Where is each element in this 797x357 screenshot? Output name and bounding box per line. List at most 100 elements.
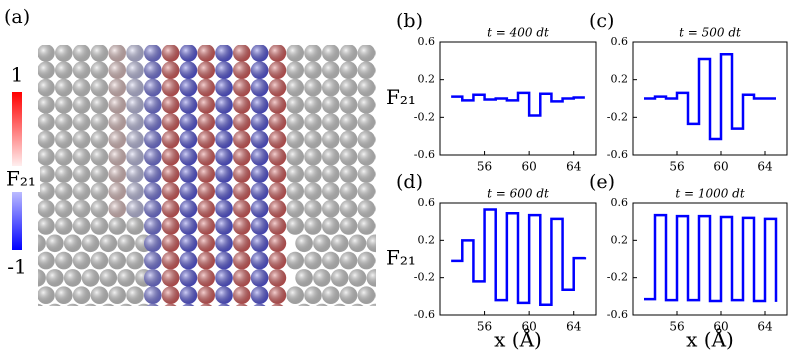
- atom: [235, 303, 248, 306]
- atom-shade: [295, 234, 313, 253]
- atom-shade: [72, 217, 91, 235]
- atom-shade: [286, 96, 305, 114]
- y-tick-label: 0.2: [611, 73, 629, 86]
- atom-shade: [162, 321, 180, 339]
- x-tick-label: 60: [522, 320, 537, 334]
- atom-shade: [286, 45, 304, 62]
- atom-shade: [19, 200, 37, 218]
- atom-shade: [197, 96, 215, 114]
- atom-shade: [375, 188, 376, 195]
- atom-shade: [108, 199, 126, 218]
- atom: [269, 321, 287, 339]
- atom-shade: [375, 49, 376, 57]
- atom-shade: [38, 165, 55, 183]
- atom-shade: [144, 130, 162, 149]
- atom-shade: [313, 234, 331, 253]
- atom-shade: [393, 286, 411, 304]
- atom-shade: [233, 148, 251, 166]
- atom-shade: [322, 286, 340, 305]
- atom: [126, 321, 144, 339]
- atom-shade: [215, 286, 233, 305]
- x-axis-label: x (Å): [686, 327, 734, 352]
- y-tick-label: 0.2: [611, 233, 629, 246]
- atom-shade: [357, 148, 376, 166]
- atom-shade: [179, 199, 198, 218]
- atom-shade: [357, 165, 376, 183]
- colorbar-tick-label: 1: [11, 63, 24, 87]
- atom-shade: [286, 321, 304, 339]
- atom-shade: [197, 269, 215, 287]
- x-tick-label: 56: [669, 320, 684, 334]
- atom-shade: [357, 45, 376, 62]
- atom-shade: [215, 234, 233, 253]
- atom-shade: [218, 303, 230, 306]
- atom-shade: [161, 251, 180, 270]
- atom-shade: [55, 148, 73, 166]
- atom-shade: [38, 303, 44, 306]
- atom-shade: [286, 217, 305, 235]
- y-tick-label: -0.6: [414, 148, 435, 161]
- atom-shade: [161, 199, 180, 218]
- atom-shade: [99, 234, 118, 253]
- atom-shade: [179, 217, 198, 235]
- atom-shade: [375, 321, 393, 339]
- atom: [322, 321, 340, 339]
- atom: [351, 303, 364, 306]
- atom-shade: [366, 234, 376, 253]
- atom-shade: [55, 45, 73, 62]
- atom-shade: [161, 96, 180, 114]
- atom-shade: [304, 165, 322, 183]
- atom: [393, 113, 411, 131]
- x-tick-label: 64: [757, 160, 773, 174]
- atom-shade: [215, 182, 233, 201]
- atom-shade: [330, 269, 349, 287]
- atom-shade: [215, 78, 233, 97]
- atom-shade: [322, 321, 340, 339]
- atom-shade: [38, 199, 55, 218]
- atom-shade: [179, 61, 198, 80]
- atom-shade: [322, 130, 340, 149]
- atom-shade: [268, 234, 287, 253]
- atom-shade: [339, 130, 358, 149]
- atom-shade: [322, 251, 340, 270]
- atom-shade: [233, 96, 251, 114]
- atom: [19, 113, 37, 131]
- atom-shade: [235, 303, 248, 306]
- atom: [66, 303, 79, 306]
- atom-shade: [322, 113, 340, 131]
- atom-shade: [63, 234, 82, 253]
- atom: [84, 303, 97, 306]
- atom: [393, 62, 411, 80]
- atom-shade: [339, 96, 358, 114]
- atom: [393, 217, 411, 235]
- atom-shade: [330, 234, 349, 253]
- atom: [218, 303, 230, 306]
- colorbar-tick-label: -1: [7, 255, 26, 279]
- atom-shade: [55, 78, 73, 97]
- y-tick-label: 0.6: [418, 35, 436, 48]
- atom-shade: [375, 101, 376, 109]
- x-tick-label: 64: [566, 320, 582, 334]
- atom-shade: [233, 165, 251, 183]
- atom-shade: [375, 136, 376, 143]
- atom-shade: [295, 269, 313, 287]
- colorbar-label: F₂₁: [6, 167, 36, 191]
- atom-shade: [286, 165, 305, 183]
- atom: [375, 49, 376, 57]
- y-axis-label: F₂₁: [386, 246, 416, 270]
- atom-shade: [304, 61, 322, 80]
- atom-shade: [298, 303, 311, 306]
- colorbar-label-bg: [4, 166, 40, 192]
- atom-shade: [393, 113, 411, 131]
- atom-shade: [146, 303, 159, 306]
- atom-shade: [46, 269, 64, 287]
- atom: [393, 286, 411, 304]
- atom: [369, 303, 376, 306]
- atom-shade: [366, 269, 376, 287]
- atom-shade: [90, 45, 109, 62]
- atom-shade: [126, 217, 144, 235]
- panel-label: (d): [396, 171, 423, 193]
- atom-shade: [369, 303, 376, 306]
- atom-shade: [108, 251, 126, 270]
- atom-shade: [250, 113, 269, 131]
